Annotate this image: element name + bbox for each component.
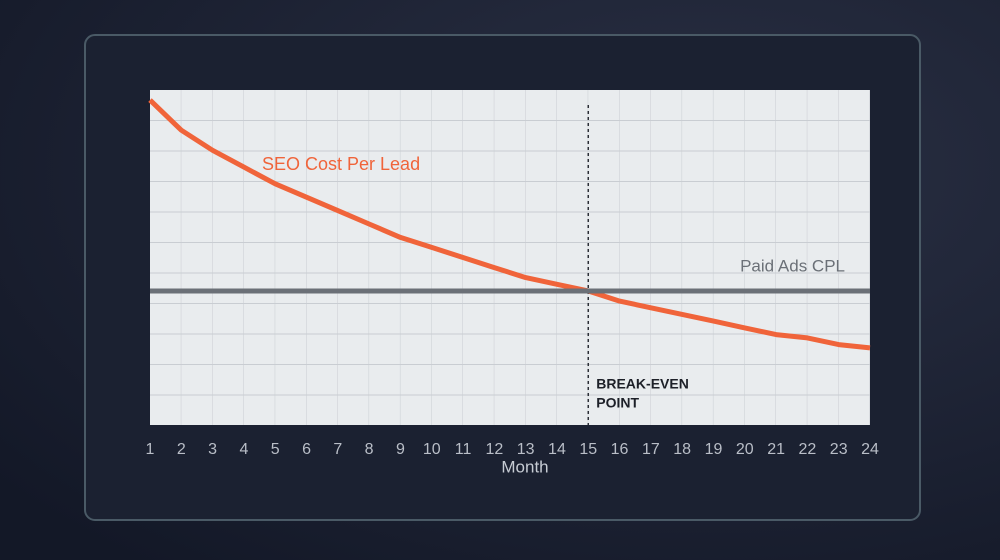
x-tick-label: 6: [302, 441, 311, 458]
x-tick-label: 23: [830, 441, 848, 458]
x-tick-label: 21: [767, 441, 785, 458]
x-tick-label: 10: [423, 441, 441, 458]
x-tick-label: 2: [177, 441, 186, 458]
annotation-text: BREAK-EVEN: [596, 376, 689, 392]
x-tick-label: 15: [579, 441, 597, 458]
x-tick-label: 4: [239, 441, 248, 458]
x-tick-label: 5: [271, 441, 280, 458]
series-line: [148, 98, 871, 351]
x-tick-label: 22: [798, 441, 816, 458]
x-tick-label: 13: [517, 441, 535, 458]
x-tick-label: 19: [705, 441, 723, 458]
annotation-text: POINT: [596, 395, 639, 411]
x-tick-label: 3: [208, 441, 217, 458]
grid: [150, 90, 870, 425]
x-tick-label: 12: [485, 441, 503, 458]
x-tick-label: 16: [611, 441, 629, 458]
x-tick-label: 17: [642, 441, 660, 458]
x-axis-label: Month: [501, 457, 548, 476]
series-label: SEO Cost Per Lead: [262, 154, 420, 174]
x-tick-label: 11: [455, 441, 472, 458]
x-tick-label: 14: [548, 441, 566, 458]
x-tick-label: 24: [861, 441, 879, 458]
series-label: Paid Ads CPL: [740, 256, 845, 275]
x-tick-label: 8: [365, 441, 374, 458]
x-tick-label: 1: [146, 441, 155, 458]
x-tick-label: 9: [396, 441, 405, 458]
x-tick-label: 7: [333, 441, 342, 458]
x-tick-label: 20: [736, 441, 754, 458]
x-tick-label: 18: [673, 441, 691, 458]
